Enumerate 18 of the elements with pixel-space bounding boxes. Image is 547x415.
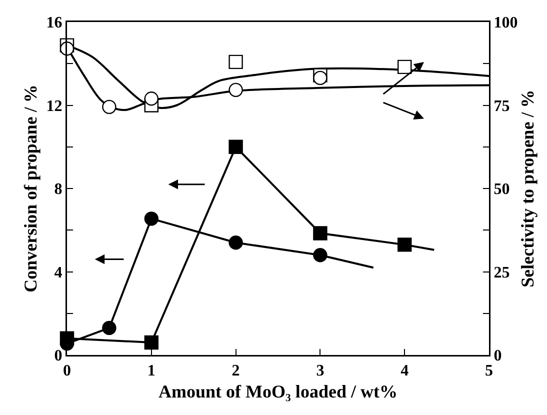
y2-axis-title: Selectivity to propene / %	[518, 90, 538, 288]
y2-tick-label: 50	[494, 181, 510, 198]
y-tick-label: 0	[54, 348, 62, 365]
y-axis-title: Conversion of propane / %	[20, 84, 41, 292]
x-tick-label: 2	[232, 362, 240, 380]
x-axis-title: Amount of MoO₃ loaded / wt%	[158, 382, 398, 402]
y-tick-label: 16	[46, 14, 62, 32]
y2-tick-label: 75	[494, 98, 510, 115]
y2-tick-label: 25	[494, 264, 510, 282]
x-tick-label: 5	[485, 362, 493, 380]
x-tick-label: 1	[147, 362, 156, 380]
y2-tick-label: 100	[494, 14, 518, 32]
y-tick-label: 12	[46, 98, 62, 115]
x-tick-label: 3	[316, 362, 324, 380]
y2-tick-label: 0	[494, 348, 502, 365]
y-tick-label: 8	[54, 181, 62, 198]
y-tick-label: 4	[54, 264, 62, 282]
x-tick-label: 4	[400, 362, 409, 380]
